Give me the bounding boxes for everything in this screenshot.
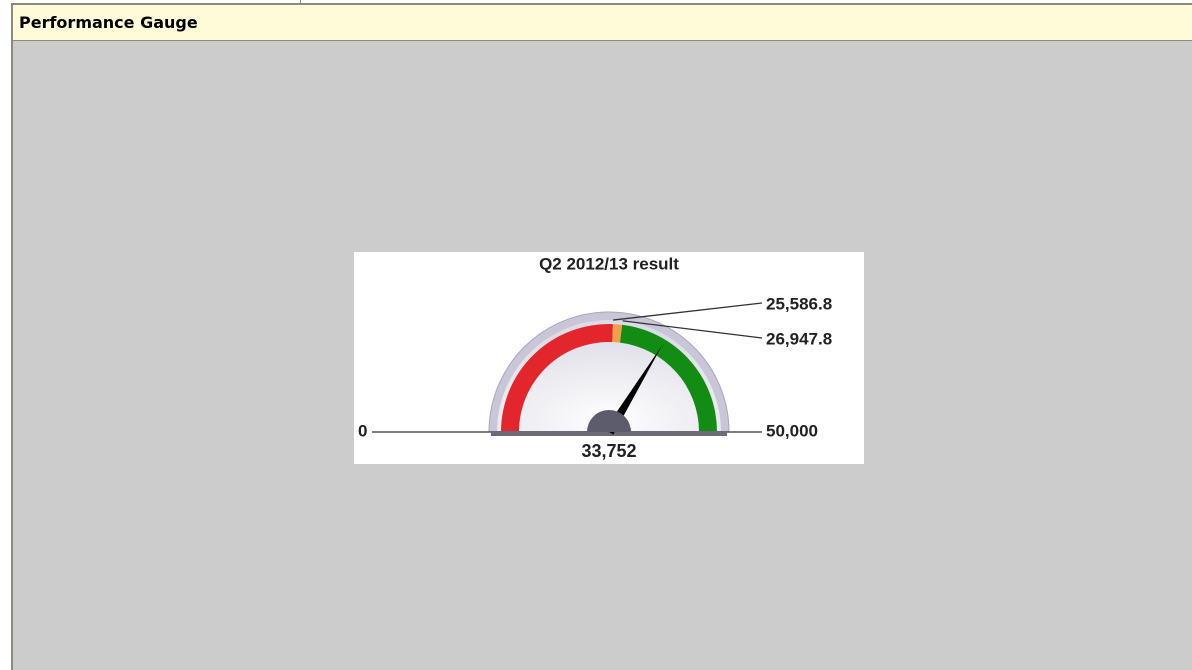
gauge-hub [587,410,631,432]
tick-label: 25,586.8 [766,294,832,313]
gauge-band [612,324,623,343]
tick-label: 50,000 [766,421,818,440]
divider [300,0,301,3]
tick-label: 26,947.8 [766,329,832,348]
gauge-band [501,324,613,432]
gauge-band [619,324,717,432]
tick-leader [613,302,763,321]
left-column [0,3,13,670]
tick-leader [622,320,763,339]
chart-title: Q2 2012/13 result [539,254,679,273]
tick-label: 0 [358,421,367,440]
gauge-base [491,431,727,436]
value-label: 33,752 [581,441,636,461]
gauge-needle [604,345,663,435]
panel-title: Performance Gauge [19,13,198,32]
panel-header: Performance Gauge [13,3,1192,42]
